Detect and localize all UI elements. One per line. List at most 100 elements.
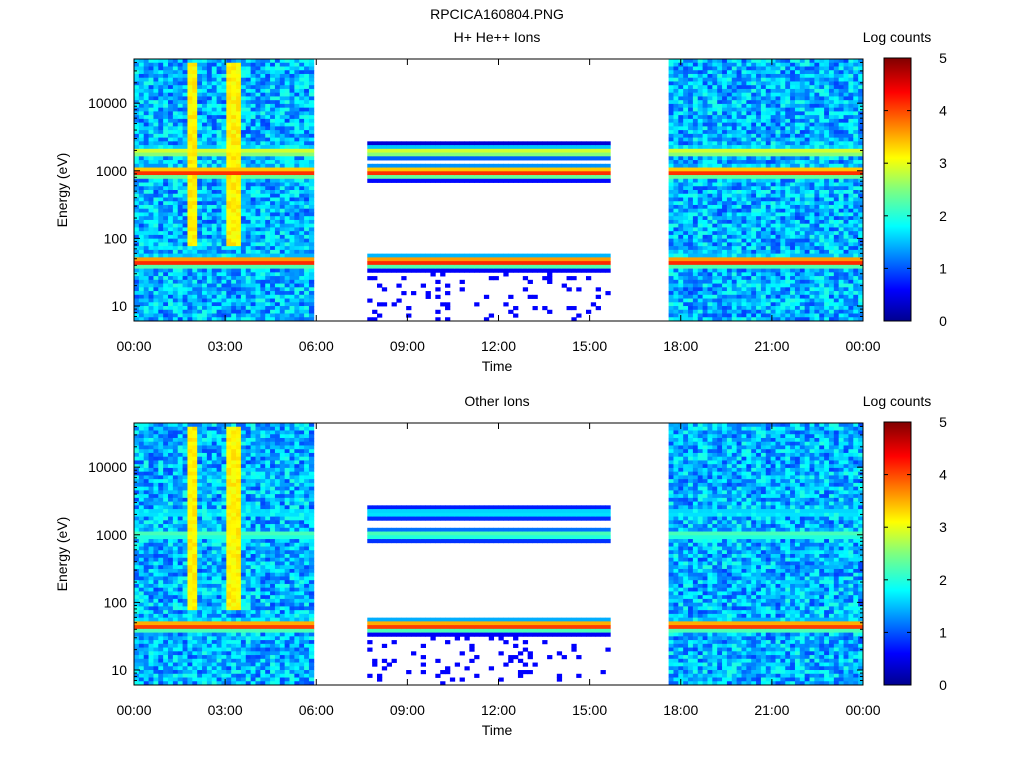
- heatmap-cell: [197, 148, 203, 153]
- heatmap-cell: [134, 77, 140, 82]
- heatmap-cell: [683, 287, 689, 292]
- heatmap-cell: [372, 145, 378, 150]
- heatmap-cell: [683, 103, 689, 109]
- heatmap-cell: [770, 115, 776, 120]
- heatmap-cell: [746, 81, 752, 86]
- heatmap-cell: [760, 107, 767, 112]
- heatmap-cell: [697, 59, 704, 64]
- heatmap-cell: [226, 81, 232, 86]
- heatmap-cell: [245, 62, 252, 67]
- heatmap-cell: [138, 92, 145, 97]
- heatmap-cell: [216, 163, 222, 168]
- heatmap-cell: [270, 100, 276, 105]
- heatmap-cell: [211, 302, 218, 307]
- heatmap-cell: [770, 309, 776, 314]
- heatmap-cell: [236, 137, 242, 142]
- heatmap-cell: [138, 309, 145, 314]
- heatmap-cell: [192, 111, 198, 116]
- heatmap-cell: [707, 152, 713, 157]
- heatmap-cell: [697, 272, 704, 277]
- heatmap-cell: [289, 261, 295, 266]
- heatmap-cell: [279, 85, 286, 90]
- heatmap-cell: [153, 242, 159, 247]
- heatmap-cell: [702, 302, 708, 307]
- heatmap-cell: [172, 291, 179, 296]
- heatmap-cell: [688, 302, 694, 307]
- heatmap-cell: [308, 223, 315, 228]
- heatmap-cell: [138, 62, 145, 67]
- heatmap-cell: [736, 59, 742, 64]
- heatmap-cell: [765, 298, 772, 303]
- heatmap-cell: [765, 171, 772, 176]
- heatmap-cell: [236, 115, 242, 120]
- heatmap-cell: [143, 167, 149, 172]
- heatmap-cell: [712, 306, 718, 311]
- heatmap-cell: [712, 279, 718, 284]
- heatmap-cell: [605, 145, 611, 150]
- heatmap-cell: [683, 96, 689, 101]
- heatmap-cell: [172, 193, 179, 198]
- heatmap-cell: [168, 111, 174, 116]
- heatmap-cell: [206, 111, 213, 116]
- heatmap-cell: [226, 186, 232, 191]
- heatmap-cell: [522, 264, 529, 269]
- heatmap-cell: [688, 227, 694, 232]
- heatmap-cell: [255, 103, 261, 109]
- heatmap-cell: [168, 163, 174, 168]
- heatmap-cell: [143, 249, 149, 255]
- heatmap-cell: [445, 141, 451, 146]
- heatmap-cell: [177, 253, 183, 258]
- heatmap-cell: [688, 242, 694, 247]
- heatmap-cell: [250, 234, 256, 240]
- heatmap-cell: [561, 152, 567, 157]
- heatmap-cell: [756, 253, 762, 258]
- heatmap-cell: [187, 141, 193, 146]
- heatmap-cell: [240, 73, 247, 79]
- heatmap-cell: [255, 107, 261, 112]
- heatmap-cell: [192, 212, 198, 217]
- heatmap-cell: [294, 148, 300, 153]
- heatmap-cell: [585, 163, 592, 168]
- heatmap-cell: [153, 73, 159, 79]
- heatmap-cell: [206, 238, 213, 243]
- heatmap-cell: [270, 92, 276, 97]
- heatmap-cell: [756, 204, 762, 210]
- heatmap-cell: [746, 122, 752, 127]
- heatmap-cell: [226, 242, 232, 247]
- heatmap-cell: [299, 178, 305, 183]
- heatmap-cell: [741, 272, 747, 277]
- heatmap-cell: [163, 141, 169, 146]
- heatmap-cell: [231, 145, 237, 150]
- heatmap-cell: [722, 212, 728, 217]
- heatmap-cell: [294, 130, 300, 135]
- heatmap-cell: [206, 141, 213, 146]
- heatmap-cell: [202, 313, 208, 318]
- heatmap-cell: [459, 156, 465, 161]
- heatmap-cell: [377, 156, 383, 161]
- heatmap-cell: [411, 253, 417, 258]
- heatmap-cell: [236, 283, 242, 288]
- heatmap-cell: [430, 171, 436, 176]
- heatmap-cell: [688, 126, 694, 131]
- heatmap-cell: [449, 148, 456, 153]
- heatmap-cell: [775, 137, 781, 142]
- heatmap-cell: [731, 231, 738, 236]
- heatmap-cell: [279, 62, 286, 67]
- heatmap-cell: [678, 167, 684, 172]
- heatmap-cell: [547, 268, 553, 273]
- heatmap-cell: [717, 253, 723, 258]
- heatmap-cell: [206, 145, 213, 150]
- heatmap-cell: [231, 130, 237, 135]
- heatmap-cell: [294, 234, 300, 240]
- heatmap-cell: [479, 167, 485, 172]
- heatmap-cell: [221, 163, 227, 168]
- heatmap-cell: [177, 107, 183, 112]
- heatmap-cell: [751, 190, 757, 195]
- heatmap-cell: [508, 309, 514, 314]
- heatmap-cell: [668, 167, 674, 172]
- heatmap-cell: [134, 70, 140, 75]
- heatmap-cell: [692, 77, 699, 82]
- heatmap-cell: [595, 287, 601, 292]
- heatmap-cell: [143, 216, 149, 221]
- heatmap-cell: [751, 160, 757, 165]
